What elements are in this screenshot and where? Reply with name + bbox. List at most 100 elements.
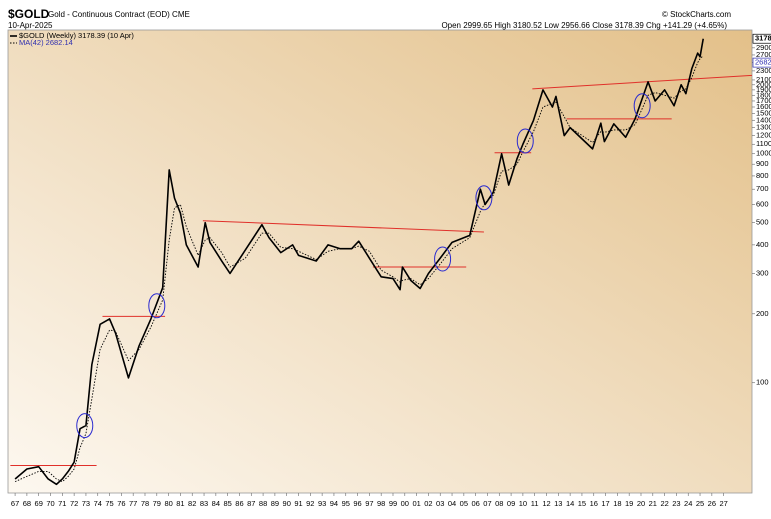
highlight-circle bbox=[633, 93, 651, 119]
highlight-circle bbox=[434, 246, 452, 272]
y-tick-label: 600 bbox=[756, 200, 769, 209]
y-tick-label: 1800 bbox=[756, 90, 771, 99]
x-tick-label: 21 bbox=[649, 499, 657, 508]
x-tick-label: 04 bbox=[448, 499, 456, 508]
y-tick-label: 200 bbox=[756, 309, 769, 318]
x-tick-label: 98 bbox=[377, 499, 385, 508]
x-tick-label: 83 bbox=[200, 499, 208, 508]
x-tick-label: 25 bbox=[696, 499, 704, 508]
x-tick-label: 72 bbox=[70, 499, 78, 508]
x-tick-label: 18 bbox=[613, 499, 621, 508]
x-tick-label: 00 bbox=[401, 499, 409, 508]
y-tick-label: 400 bbox=[756, 240, 769, 249]
x-tick-label: 82 bbox=[188, 499, 196, 508]
y-tick-label: 2100 bbox=[756, 75, 771, 84]
x-tick-label: 77 bbox=[129, 499, 137, 508]
y-tick-label: 1200 bbox=[756, 131, 771, 140]
chart-subtitle: Gold - Continuous Contract (EOD) CME bbox=[48, 10, 190, 19]
x-tick-label: 68 bbox=[23, 499, 31, 508]
x-tick-label: 88 bbox=[259, 499, 267, 508]
y-tick-label: 1400 bbox=[756, 115, 771, 124]
price-line bbox=[14, 38, 705, 486]
y-tick-label: 500 bbox=[756, 218, 769, 227]
x-tick-label: 75 bbox=[105, 499, 113, 508]
x-tick-label: 27 bbox=[719, 499, 727, 508]
x-tick-label: 26 bbox=[708, 499, 716, 508]
x-tick-label: 10 bbox=[519, 499, 527, 508]
y-tick-label: 100 bbox=[756, 378, 769, 387]
x-tick-label: 73 bbox=[82, 499, 90, 508]
x-tick-label: 71 bbox=[58, 499, 66, 508]
y-tick-label: 700 bbox=[756, 184, 769, 193]
y-tick-label: 1700 bbox=[756, 96, 771, 105]
chart-title: $GOLD bbox=[8, 7, 50, 21]
highlight-circle bbox=[148, 293, 166, 319]
x-tick-label: 22 bbox=[660, 499, 668, 508]
trendline bbox=[532, 74, 752, 90]
x-tick-label: 85 bbox=[223, 499, 231, 508]
x-tick-label: 24 bbox=[684, 499, 692, 508]
y-tick-label: 1900 bbox=[756, 85, 771, 94]
y-tick-label: 2000 bbox=[756, 80, 771, 89]
x-tick-label: 91 bbox=[294, 499, 302, 508]
x-tick-label: 95 bbox=[342, 499, 350, 508]
x-tick-label: 90 bbox=[283, 499, 291, 508]
credit: © StockCharts.com bbox=[662, 10, 731, 19]
y-tick-label: 1600 bbox=[756, 102, 771, 111]
legend-label: $GOLD (Weekly) 3178.39 (10 Apr) bbox=[19, 31, 134, 40]
x-tick-label: 16 bbox=[590, 499, 598, 508]
highlight-circle bbox=[516, 128, 534, 154]
y-tick-label: 2900 bbox=[756, 43, 771, 52]
last-value-box bbox=[752, 33, 771, 44]
y-tick-label: 2300 bbox=[756, 66, 771, 75]
y-tick-label: 900 bbox=[756, 159, 769, 168]
y-tick-label: 1500 bbox=[756, 108, 771, 117]
x-tick-label: 69 bbox=[35, 499, 43, 508]
x-tick-label: 05 bbox=[460, 499, 468, 508]
y-tick-label: 800 bbox=[756, 171, 769, 180]
plot-area bbox=[7, 29, 753, 494]
x-tick-label: 70 bbox=[46, 499, 54, 508]
x-tick-label: 96 bbox=[353, 499, 361, 508]
x-tick-label: 97 bbox=[365, 499, 373, 508]
x-tick-label: 02 bbox=[424, 499, 432, 508]
x-tick-label: 20 bbox=[637, 499, 645, 508]
x-tick-label: 74 bbox=[94, 499, 102, 508]
x-tick-label: 17 bbox=[601, 499, 609, 508]
x-tick-label: 78 bbox=[141, 499, 149, 508]
x-tick-label: 08 bbox=[495, 499, 503, 508]
last-value-label: 3178.39 bbox=[755, 34, 771, 43]
legend-label: MA(42) 2682.14 bbox=[19, 38, 73, 47]
plot bbox=[10, 38, 752, 486]
x-tick-label: 07 bbox=[483, 499, 491, 508]
x-tick-label: 15 bbox=[578, 499, 586, 508]
x-tick-label: 09 bbox=[507, 499, 515, 508]
highlight-circle bbox=[76, 413, 94, 439]
y-tick-label: 2700 bbox=[756, 50, 771, 59]
highlight-circle bbox=[475, 185, 493, 211]
x-tick-label: 76 bbox=[117, 499, 125, 508]
x-tick-label: 11 bbox=[531, 499, 539, 508]
x-tick-label: 86 bbox=[235, 499, 243, 508]
x-tick-label: 01 bbox=[412, 499, 420, 508]
last-value-label: 2682.14 bbox=[755, 58, 771, 67]
x-tick-label: 14 bbox=[566, 499, 574, 508]
y-tick-label: 1100 bbox=[756, 139, 771, 148]
x-tick-label: 84 bbox=[212, 499, 220, 508]
x-tick-label: 81 bbox=[176, 499, 184, 508]
x-tick-label: 92 bbox=[306, 499, 314, 508]
ohlc-info: Open 2999.65 High 3180.52 Low 2956.66 Cl… bbox=[441, 21, 727, 30]
date-label: 10-Apr-2025 bbox=[8, 21, 53, 30]
x-tick-label: 06 bbox=[471, 499, 479, 508]
x-tick-label: 94 bbox=[330, 499, 338, 508]
y-tick-label: 1000 bbox=[756, 149, 771, 158]
trendline bbox=[202, 220, 484, 233]
x-tick-label: 99 bbox=[389, 499, 397, 508]
x-tick-label: 13 bbox=[554, 499, 562, 508]
x-tick-label: 67 bbox=[11, 499, 19, 508]
x-tick-label: 79 bbox=[153, 499, 161, 508]
x-tick-label: 12 bbox=[542, 499, 550, 508]
y-tick-label: 1300 bbox=[756, 123, 771, 132]
x-tick-label: 03 bbox=[436, 499, 444, 508]
x-tick-label: 19 bbox=[625, 499, 633, 508]
